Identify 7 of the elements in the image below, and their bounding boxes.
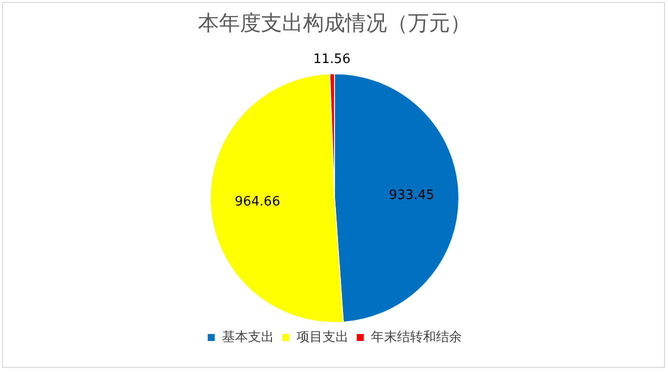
- legend-label: 年末结转和结余: [370, 330, 462, 345]
- data-label: 964.66: [234, 194, 280, 210]
- data-label: 933.45: [388, 188, 434, 203]
- legend-label: 基本支出: [222, 330, 274, 345]
- data-label: 11.56: [313, 52, 350, 68]
- legend-label: 项目支出: [296, 330, 348, 345]
- chart-title: 本年度支出构成情况（万元）: [198, 11, 471, 36]
